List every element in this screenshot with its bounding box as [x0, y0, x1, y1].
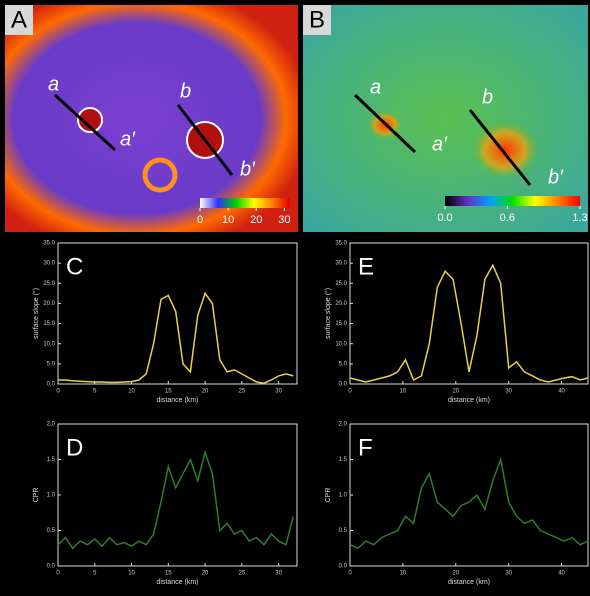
colorbar-tick-label: 0	[197, 214, 203, 226]
y-tick-label: 25.0	[335, 281, 347, 287]
x-tick-label: 20	[202, 389, 209, 395]
y-tick-label: 0.0	[339, 382, 348, 388]
panel-label-box	[5, 5, 33, 35]
y-tick-label: 35.0	[43, 241, 55, 247]
profile-label: a	[370, 76, 381, 98]
x-tick-label: 10	[128, 389, 135, 395]
x-tick-label: 0	[348, 571, 352, 577]
x-tick-label: 5	[93, 389, 97, 395]
colorbar-tick-label: 20	[250, 214, 262, 226]
panel-label: B	[309, 6, 325, 33]
y-tick-label: 0.5	[47, 528, 56, 534]
x-tick-label: 30	[275, 389, 282, 395]
x-axis-label: distance (km)	[156, 397, 198, 404]
y-axis-label: CPR	[33, 488, 40, 503]
profile-label: b	[180, 80, 191, 102]
x-tick-label: 15	[165, 571, 172, 577]
y-tick-label: 35.0	[335, 241, 347, 247]
x-tick-label: 0	[56, 571, 60, 577]
y-tick-label: 1.5	[47, 457, 56, 463]
colorbar-tick-label: 1.3	[572, 212, 587, 224]
x-tick-label: 10	[400, 571, 407, 577]
colorbar-tick-label: 0.6	[500, 212, 515, 224]
profile-line	[176, 104, 234, 176]
x-tick-label: 5	[93, 571, 97, 577]
x-tick-label: 0	[56, 389, 60, 395]
y-tick-label: 1.5	[339, 457, 348, 463]
x-tick-label: 15	[165, 389, 172, 395]
y-tick-label: 20.0	[43, 301, 55, 307]
profile-label: b	[482, 86, 493, 108]
x-tick-label: 20	[202, 571, 209, 577]
y-axis-label: CPR	[325, 488, 332, 503]
crater	[142, 157, 178, 193]
data-line	[349, 456, 589, 550]
y-tick-label: 1.0	[339, 493, 348, 499]
y-tick-label: 30.0	[43, 261, 55, 267]
y-tick-label: 0.0	[339, 564, 348, 570]
plot-frame	[57, 242, 298, 385]
data-line	[57, 449, 295, 550]
x-tick-label: 30	[275, 571, 282, 577]
crater	[77, 107, 103, 133]
x-tick-label: 10	[400, 389, 407, 395]
panel-label-box	[303, 5, 331, 35]
colorbar-tick-label: 30	[278, 214, 290, 226]
x-tick-label: 20	[452, 571, 459, 577]
y-tick-label: 5.0	[47, 361, 56, 367]
x-axis-label: distance (km)	[156, 579, 198, 586]
panel-label: C	[66, 253, 83, 280]
data-line	[58, 291, 294, 384]
y-tick-label: 1.0	[47, 493, 56, 499]
x-tick-label: 25	[239, 389, 246, 395]
x-tick-label: 30	[505, 571, 512, 577]
y-axis-label: surface slope (°)	[32, 288, 40, 339]
profile-line	[353, 93, 417, 154]
y-tick-label: 0.5	[339, 528, 348, 534]
x-tick-label: 20	[452, 389, 459, 395]
profile-label: a′	[432, 133, 448, 155]
panel-label: A	[11, 6, 27, 33]
x-axis-label: distance (km)	[448, 397, 490, 404]
panel-label: D	[66, 434, 83, 461]
y-tick-label: 0.0	[47, 382, 56, 388]
y-tick-label: 5.0	[339, 361, 348, 367]
data-line	[349, 263, 589, 383]
y-tick-label: 30.0	[335, 261, 347, 267]
hotspot	[470, 120, 540, 180]
x-tick-label: 25	[239, 571, 246, 577]
profile-line	[468, 109, 532, 186]
x-tick-label: 40	[558, 389, 565, 395]
profile-line	[53, 93, 117, 152]
x-tick-label: 40	[558, 571, 565, 577]
colorbar-tick-label: 10	[222, 214, 234, 226]
profile-label: a	[48, 73, 59, 95]
y-tick-label: 25.0	[43, 281, 55, 287]
y-tick-label: 10.0	[335, 341, 347, 347]
y-tick-label: 0.0	[47, 564, 56, 570]
profile-label: b′	[548, 166, 564, 188]
plot-frame	[349, 242, 589, 385]
y-axis-label: surface slope (°)	[324, 288, 332, 339]
x-tick-label: 10	[128, 571, 135, 577]
profile-label: b′	[240, 158, 256, 180]
map-b	[303, 5, 588, 232]
y-tick-label: 20.0	[335, 301, 347, 307]
panel-label: E	[358, 253, 374, 280]
map-a	[5, 5, 298, 232]
y-tick-label: 10.0	[43, 341, 55, 347]
colorbar	[445, 196, 580, 206]
profile-label: a′	[120, 128, 136, 150]
colorbar	[200, 198, 290, 208]
y-tick-label: 15.0	[43, 321, 55, 327]
x-tick-label: 30	[505, 389, 512, 395]
colorbar-tick-label: 0.0	[437, 212, 452, 224]
y-tick-label: 15.0	[335, 321, 347, 327]
y-tick-label: 2.0	[339, 422, 348, 428]
panel-label: F	[358, 434, 373, 461]
x-axis-label: distance (km)	[448, 579, 490, 586]
y-tick-label: 2.0	[47, 422, 56, 428]
x-tick-label: 0	[348, 389, 352, 395]
